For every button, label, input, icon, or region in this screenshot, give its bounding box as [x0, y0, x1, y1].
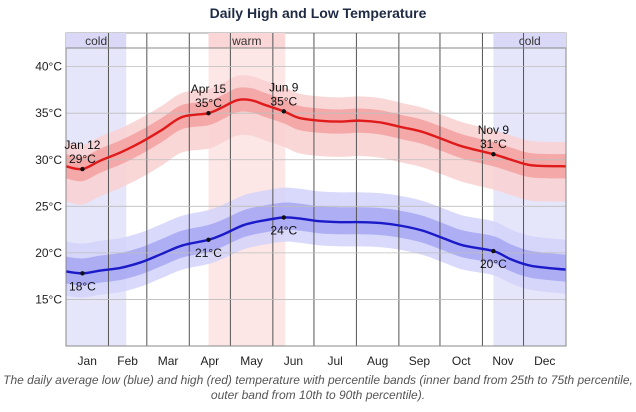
x-tick-label: Nov: [492, 354, 513, 368]
annotation-value: 18°C: [69, 279, 96, 293]
x-tick-label: Mar: [158, 354, 179, 368]
low-outer-band: [66, 187, 566, 298]
season-strip-cold: [493, 33, 566, 48]
annotation-marker: [281, 109, 287, 114]
season-strip: [65, 32, 567, 49]
annotation-marker: [491, 151, 496, 157]
annotation-marker: [80, 166, 85, 172]
x-tick-label: Apr: [200, 354, 219, 368]
x-tick-label: Dec: [534, 354, 555, 368]
y-tick-label: 20°C: [35, 246, 62, 260]
annotation-marker: [206, 237, 211, 243]
x-tick-label: Jun: [284, 354, 303, 368]
annotation-date: Nov 9: [478, 123, 510, 137]
annotation-value: 21°C: [195, 246, 222, 260]
annotation-date: Jan 12: [64, 138, 100, 152]
chart-title: Daily High and Low Temperature: [210, 5, 427, 21]
annotation-marker: [281, 215, 287, 220]
x-tick-label: Jul: [328, 354, 343, 368]
y-tick-label: 35°C: [35, 106, 62, 120]
low-inner-band: [66, 202, 566, 286]
annotation-date: Jun 9: [269, 80, 299, 94]
x-tick-label: Feb: [117, 354, 138, 368]
season-strip-warm: [208, 33, 286, 48]
annotation-marker: [491, 248, 496, 254]
plot-frame: [65, 47, 567, 347]
annotation-value: 20°C: [480, 257, 507, 271]
x-tick-label: May: [240, 354, 263, 368]
annotation-value: 24°C: [270, 223, 297, 237]
high-inner-band: [66, 87, 566, 182]
y-tick-label: 25°C: [35, 199, 62, 213]
high-temperature-line: [65, 98, 567, 171]
season-strip-cold: [66, 33, 127, 48]
temperature-chart: Daily High and Low Temperature cold warm c…: [35, 5, 567, 368]
annotation-value: 35°C: [195, 96, 222, 110]
annotation-value: 29°C: [69, 152, 96, 166]
annotation-value: 31°C: [480, 137, 507, 151]
annotation-marker: [80, 271, 85, 276]
low-temperature-line: [65, 216, 567, 275]
x-tick-label: Oct: [452, 354, 471, 368]
y-tick-label: 30°C: [35, 153, 62, 167]
season-label-cold: cold: [85, 34, 107, 48]
annotation-value: 35°C: [270, 94, 297, 108]
season-label-cold: cold: [519, 34, 541, 48]
chart-caption: The daily average low (blue) and high (r…: [3, 373, 633, 402]
x-tick-label: Aug: [367, 354, 388, 368]
x-tick-label: Jan: [78, 354, 97, 368]
x-tick-label: Sep: [409, 354, 431, 368]
y-tick-label: 40°C: [35, 60, 62, 74]
annotation-marker: [206, 110, 211, 116]
annotation-date: Apr 15: [191, 82, 227, 96]
season-label-warm: warm: [231, 34, 261, 48]
y-tick-label: 15°C: [35, 292, 62, 306]
